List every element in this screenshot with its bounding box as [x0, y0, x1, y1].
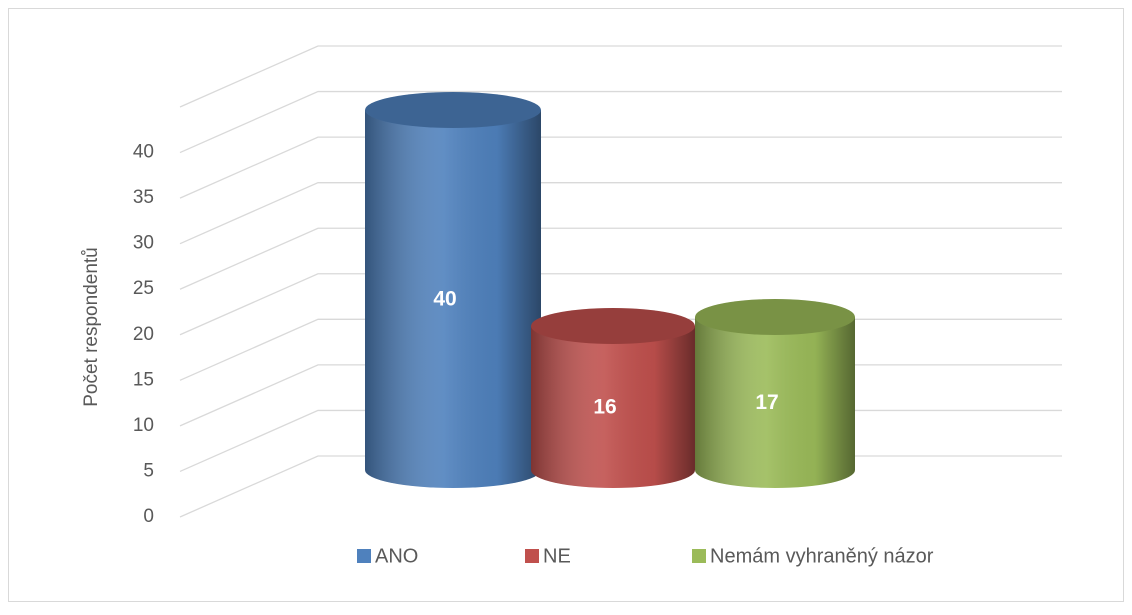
cylinder-shade [531, 326, 695, 488]
cylinder-top [531, 308, 695, 344]
cylinder-top-shade [695, 299, 855, 335]
grid-line [179, 227, 1062, 290]
data-label: 40 [433, 288, 456, 311]
grid-line [179, 90, 1062, 154]
legend-label: Nemám vyhraněný názor [710, 545, 934, 567]
y-tick-label: 5 [143, 460, 154, 481]
y-tick-label: 30 [133, 233, 154, 254]
data-label: 17 [755, 391, 778, 414]
legend-swatch [692, 549, 706, 563]
y-tick-label: 15 [133, 369, 154, 390]
cylinder-top-shade [531, 308, 695, 344]
y-tick-label: 20 [133, 324, 154, 345]
data-label: 16 [593, 396, 616, 419]
legend-label: ANO [375, 545, 418, 567]
y-tick-label: 10 [133, 415, 154, 436]
cylinder-top [695, 299, 855, 335]
grid-line [179, 136, 1062, 199]
y-tick-label: 35 [133, 187, 154, 208]
y-tick-label: 25 [133, 278, 154, 299]
y-axis-label: Počet respondentů [81, 247, 102, 407]
y-tick-label: 40 [133, 142, 154, 163]
legend-label: NE [543, 545, 571, 567]
grid-line [179, 182, 1062, 245]
chart-border [8, 8, 1124, 602]
grid-line [179, 45, 1062, 108]
legend-swatch [525, 549, 539, 563]
cylinder-shade [695, 317, 855, 488]
y-tick-label: 0 [143, 506, 154, 527]
legend-swatch [357, 549, 371, 563]
cylinder-top-shade [365, 92, 541, 128]
grid-line [179, 273, 1062, 336]
cylinder-shade [365, 110, 541, 488]
cylinder-top [365, 92, 541, 128]
